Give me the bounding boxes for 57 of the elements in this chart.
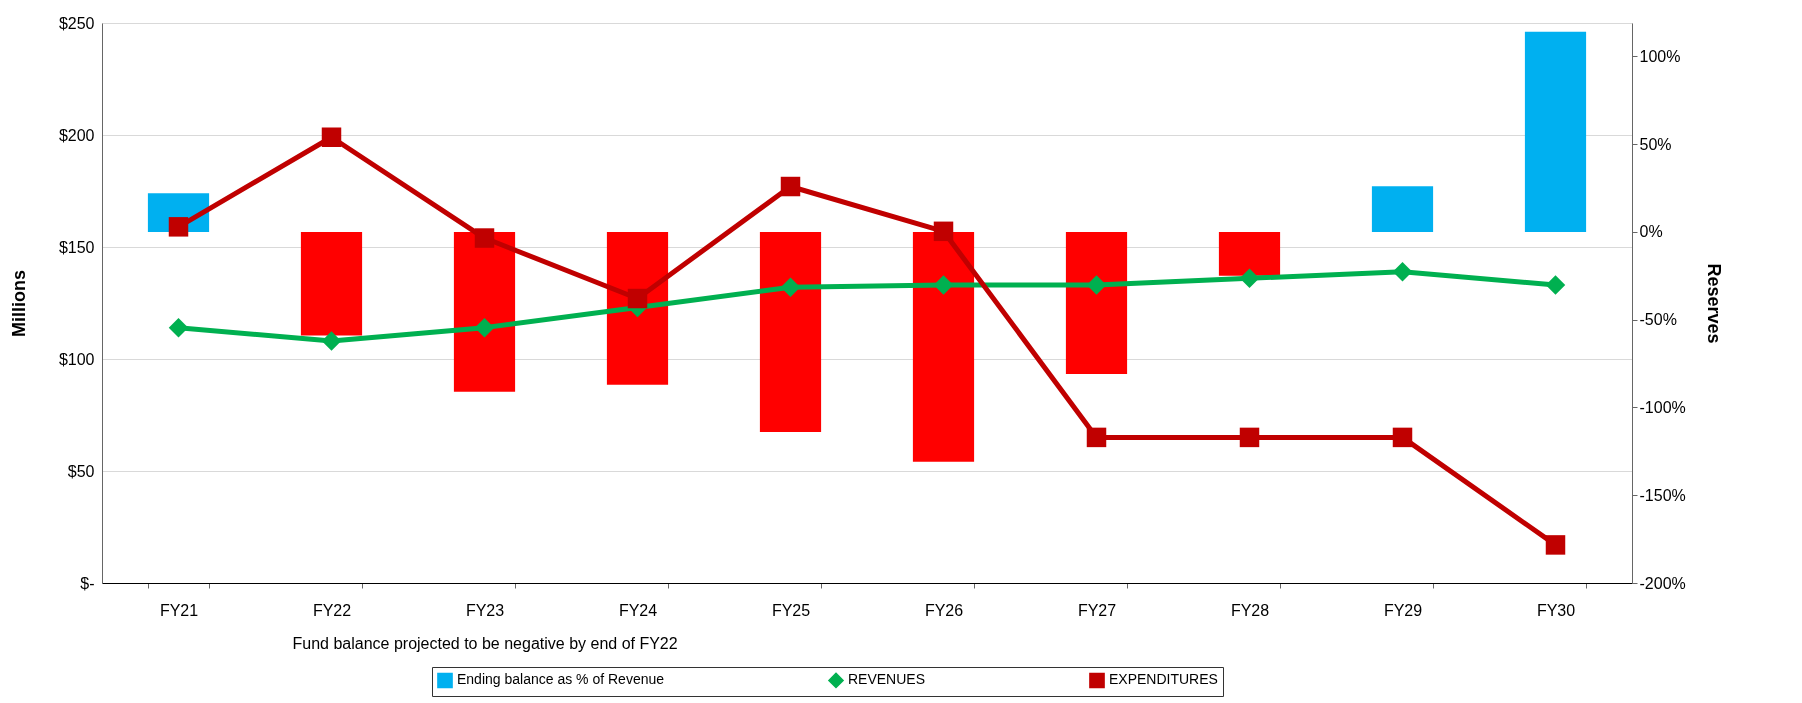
x-tick-label: FY24 — [618, 601, 658, 619]
point — [933, 275, 954, 295]
point — [1392, 261, 1413, 282]
point — [1086, 427, 1107, 448]
x-tick-label: FY23 — [465, 601, 505, 619]
point — [474, 317, 495, 338]
legend-label: REVENUES — [848, 671, 926, 688]
y2-tick-label: 100% — [1639, 47, 1681, 65]
y2-tick-label: -150% — [1639, 486, 1686, 504]
point — [168, 217, 189, 237]
point — [933, 221, 954, 242]
x-tick-label: FY27 — [1077, 601, 1117, 619]
legend-label: EXPENDITURES — [1109, 671, 1218, 688]
bar — [606, 231, 669, 385]
point — [1545, 275, 1566, 295]
point — [1545, 535, 1566, 555]
y-tick-label: $150 — [58, 238, 95, 256]
bar — [759, 231, 822, 433]
legend-label: Ending balance as % of Revenue — [457, 671, 665, 688]
point — [1239, 427, 1260, 448]
bar — [300, 231, 363, 336]
x-tick-label: FY21 — [159, 601, 199, 619]
y2-tick-label: -50% — [1639, 311, 1677, 329]
x-tick-label: FY28 — [1230, 601, 1270, 619]
x-tick-label: FY26 — [924, 601, 964, 619]
x-tick-label: FY25 — [771, 601, 811, 619]
point — [627, 288, 648, 309]
y2-tick-label: -200% — [1639, 574, 1686, 592]
point — [1239, 268, 1260, 289]
y-tick-label: $50 — [67, 462, 95, 480]
y-axis-title: Millions — [8, 270, 29, 337]
y-tick-label: $- — [80, 574, 95, 592]
y2-tick-label: 50% — [1639, 135, 1672, 153]
x-tick-label: FY30 — [1536, 601, 1576, 619]
point — [780, 176, 801, 197]
bar — [1371, 186, 1434, 232]
y-tick-label: $100 — [58, 350, 95, 368]
point — [1392, 427, 1413, 448]
point — [168, 317, 189, 338]
bar — [453, 231, 516, 392]
bar — [1524, 31, 1587, 232]
point — [1086, 275, 1107, 295]
y2-tick-label: -100% — [1639, 398, 1686, 416]
x-tick-label: FY29 — [1383, 601, 1423, 619]
point — [474, 228, 495, 248]
point — [780, 277, 801, 298]
point — [321, 127, 342, 147]
y-tick-label: $250 — [58, 14, 95, 32]
bar — [1218, 231, 1281, 276]
point — [321, 331, 342, 351]
y2-axis-title: Reserves — [1703, 263, 1724, 344]
x-tick-label: FY22 — [312, 601, 352, 619]
y-tick-label: $200 — [58, 126, 95, 144]
y2-tick-label: 0% — [1639, 223, 1663, 241]
text: Fund balance projected to be negative by end of FY22 — [292, 634, 678, 652]
bar — [1065, 231, 1128, 375]
bar — [912, 231, 975, 462]
